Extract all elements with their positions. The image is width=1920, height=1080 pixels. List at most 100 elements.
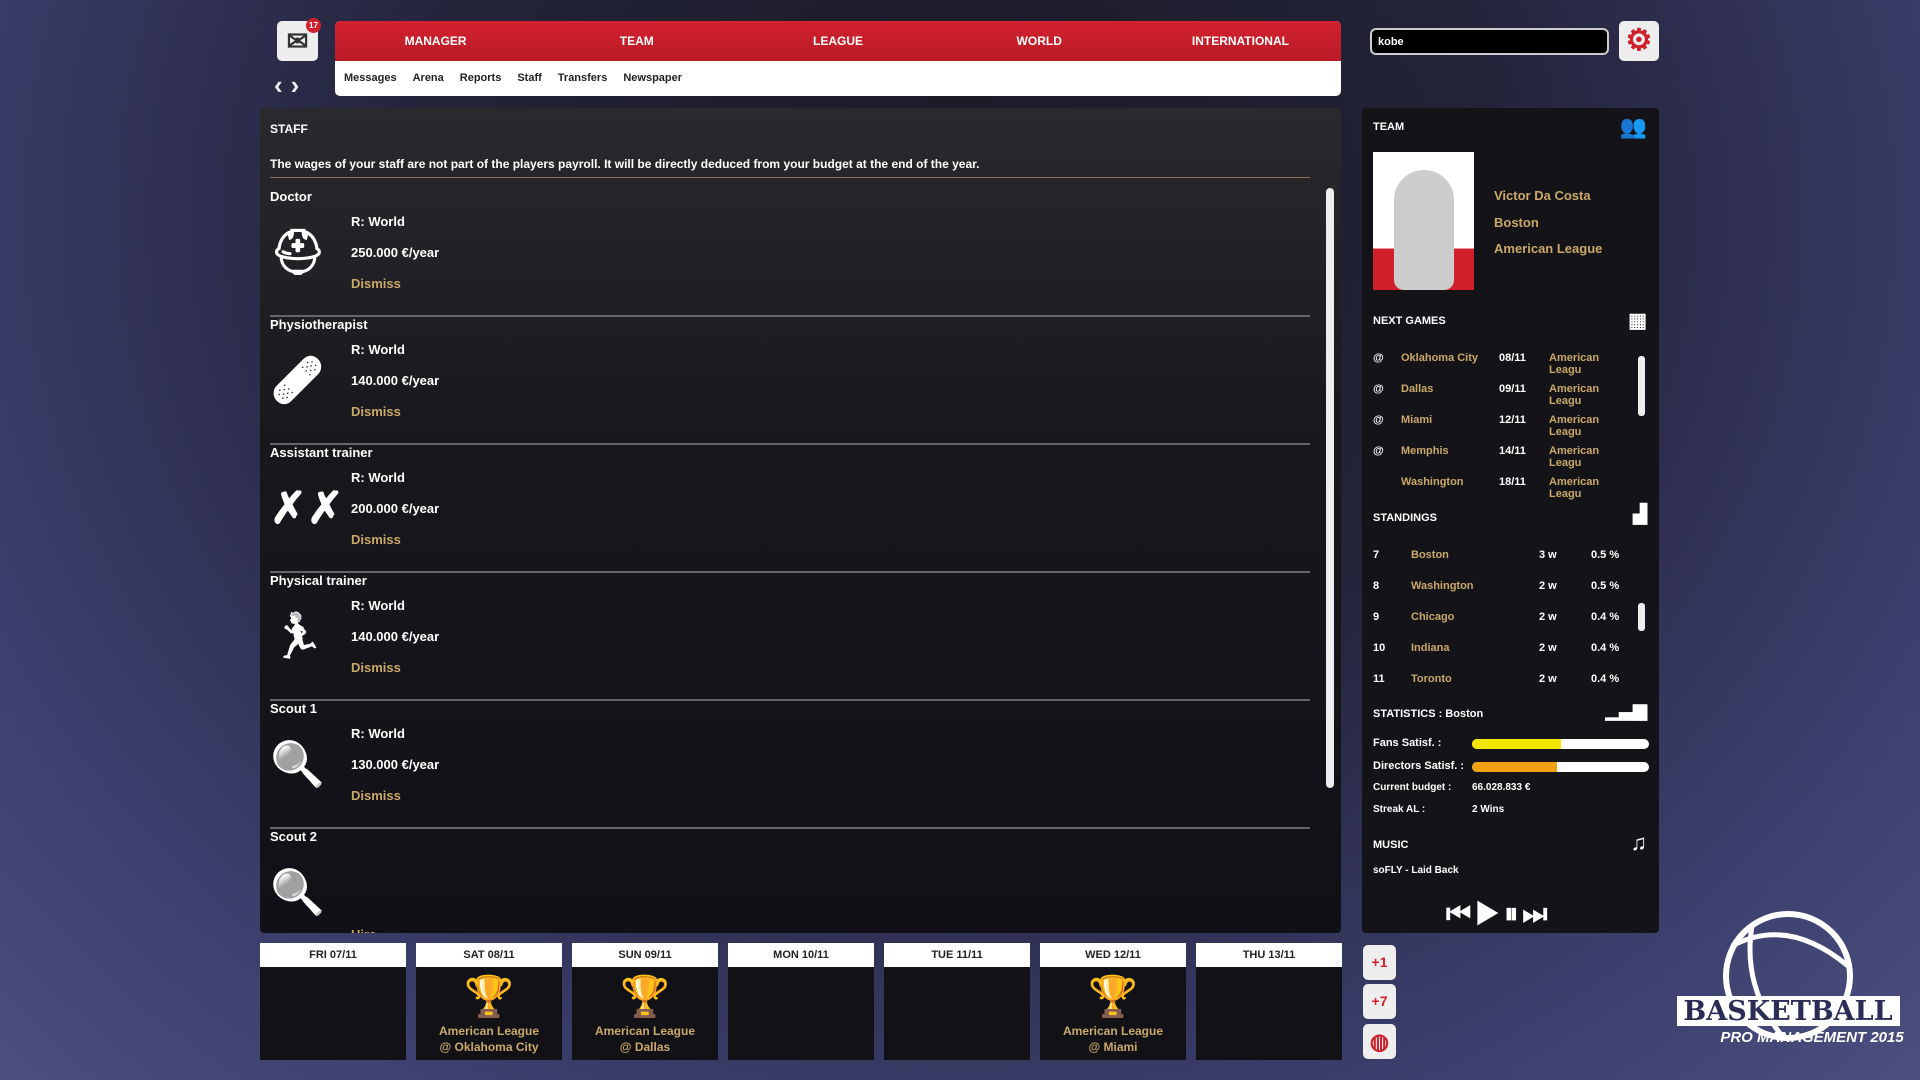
next-icon[interactable]: ⏭ [1522, 898, 1552, 929]
dismiss-button[interactable]: Dismiss [351, 532, 401, 547]
mail-button[interactable]: ✉ 17 [277, 18, 321, 61]
calendar-day[interactable]: FRI 07/11 [260, 943, 406, 1060]
next-game-row[interactable]: @ Oklahoma City 08/11 American Leagu [1373, 352, 1633, 376]
rank: 9 [1373, 611, 1380, 623]
runner-icon: 🏃 [270, 612, 325, 661]
fans-satisfaction-bar [1472, 739, 1649, 749]
music-note-icon: ♫ [1630, 830, 1648, 855]
game-date: 18/11 [1499, 476, 1526, 488]
calendar-date: SAT 08/11 [416, 943, 562, 967]
subnav-transfers[interactable]: Transfers [557, 72, 608, 84]
subnav-arena[interactable]: Arena [412, 72, 444, 84]
advance-1-day-button[interactable]: +1 [1363, 945, 1396, 980]
standings-row[interactable]: 7 Boston 3 w 0.5 % [1373, 549, 1633, 565]
calendar-day[interactable]: SUN 09/11 🏆 American League @ Dallas [572, 943, 718, 1060]
team-name: Boston [1411, 549, 1449, 561]
standings-scrollbar[interactable] [1638, 603, 1645, 631]
next-game-row[interactable]: Washington 18/11 American Leagu [1373, 476, 1633, 500]
advance-7-days-button[interactable]: +7 [1363, 984, 1396, 1019]
game-date: 09/11 [1499, 383, 1526, 395]
game-league: American Leagu [1549, 445, 1600, 469]
scrollbar[interactable] [1326, 188, 1334, 788]
fans-label: Fans Satisf. : [1373, 737, 1442, 749]
mail-badge: 17 [306, 18, 321, 33]
medical-kit-icon: ⛑ [270, 228, 326, 277]
bar-chart-icon[interactable]: ▁▃▆ [1605, 700, 1647, 720]
standings-row[interactable]: 10 Indiana 2 w 0.4 % [1373, 642, 1633, 658]
subnav-reports[interactable]: Reports [459, 72, 502, 84]
staff-wage: 250.000 €/year [351, 245, 440, 260]
staff-wage: 140.000 €/year [351, 373, 440, 388]
hire-button[interactable]: Hire [351, 927, 376, 933]
subnav-messages[interactable]: Messages [344, 72, 397, 84]
calendar-date: THU 13/11 [1196, 943, 1342, 967]
search-input[interactable] [1370, 28, 1609, 55]
rank: 11 [1373, 673, 1385, 685]
dismiss-button[interactable]: Dismiss [351, 660, 401, 675]
pause-icon[interactable]: ⏸ [1504, 898, 1523, 929]
subnav-staff[interactable]: Staff [517, 72, 542, 84]
standings-row[interactable]: 9 Chicago 2 w 0.4 % [1373, 611, 1633, 627]
staff-role: Physiotherapist [270, 317, 368, 332]
staff-region: R: World [351, 342, 405, 357]
staff-entry: Physiotherapist 🩹 R: World 140.000 €/yea… [270, 317, 1310, 445]
play-icon[interactable]: ▶ [1475, 898, 1505, 929]
staff-role: Physical trainer [270, 573, 367, 588]
trophy-icon: 🏆 [464, 975, 514, 1019]
magnifier-icon: 🔍 [270, 868, 325, 917]
staff-region: R: World [351, 726, 405, 741]
dismiss-button[interactable]: Dismiss [351, 276, 401, 291]
nav-international[interactable]: INTERNATIONAL [1191, 34, 1289, 48]
subnav-newspaper[interactable]: Newspaper [623, 72, 683, 84]
settings-button[interactable]: ⚙ [1619, 21, 1659, 61]
staff-role: Scout 1 [270, 701, 317, 716]
svg-text:BASKETBALL: BASKETBALL [1683, 996, 1892, 1027]
standings-title: STANDINGS [1373, 512, 1437, 524]
staff-wage: 130.000 €/year [351, 757, 440, 772]
next-game-row[interactable]: @ Dallas 09/11 American Leagu [1373, 383, 1633, 407]
gear-icon: ⚙ [1625, 24, 1653, 57]
manager-name: Victor Da Costa [1494, 188, 1591, 203]
podium-icon[interactable]: ▟ [1633, 504, 1647, 524]
music-title: MUSIC [1373, 839, 1409, 851]
calendar-day[interactable]: MON 10/11 [728, 943, 874, 1060]
next-game-row[interactable]: @ Memphis 14/11 American Leagu [1373, 445, 1633, 469]
play-match-button[interactable]: ◍ [1363, 1024, 1396, 1059]
back-arrow-icon[interactable]: ‹ [274, 70, 291, 100]
standings-row[interactable]: 8 Washington 2 w 0.5 % [1373, 580, 1633, 596]
team-name: Indiana [1411, 642, 1450, 654]
previous-icon[interactable]: ⏮ [1446, 898, 1476, 929]
next-game-row[interactable]: @ Miami 12/11 American Leagu [1373, 414, 1633, 438]
dismiss-button[interactable]: Dismiss [351, 788, 401, 803]
calendar-icon[interactable]: ▦ [1628, 310, 1647, 332]
nav-team[interactable]: TEAM [619, 34, 654, 48]
calendar-date: MON 10/11 [728, 943, 874, 967]
magnifier-icon: 🔍 [270, 740, 325, 789]
nav-manager[interactable]: MANAGER [404, 34, 467, 48]
team-name: Toronto [1411, 673, 1452, 685]
tactics-icon: ✗✗ [270, 484, 344, 533]
calendar-day[interactable]: THU 13/11 [1196, 943, 1342, 1060]
side-panel: TEAM 👥 Victor Da Costa Boston American L… [1362, 108, 1659, 933]
standings-row[interactable]: 11 Toronto 2 w 0.4 % [1373, 673, 1633, 689]
dismiss-button[interactable]: Dismiss [351, 404, 401, 419]
nav-world[interactable]: WORLD [1016, 34, 1062, 48]
envelope-icon: ✉ [286, 25, 309, 56]
staff-notice: The wages of your staff are not part of … [270, 157, 980, 171]
wins: 2 w [1539, 611, 1557, 623]
forward-arrow-icon[interactable]: › [290, 70, 308, 100]
calendar-day[interactable]: WED 12/11 🏆 American League @ Miami [1040, 943, 1186, 1060]
main-nav: MANAGER TEAM LEAGUE WORLD INTERNATIONAL … [335, 21, 1341, 96]
nav-league[interactable]: LEAGUE [813, 34, 864, 48]
game-league: American Leagu [1549, 352, 1600, 376]
calendar-day[interactable]: SAT 08/11 🏆 American League @ Oklahoma Cit… [416, 943, 562, 1060]
match-opponent: @ Dallas [619, 1040, 671, 1054]
win-pct: 0.5 % [1591, 580, 1620, 592]
games-scrollbar[interactable] [1638, 356, 1645, 416]
team-title: TEAM [1373, 121, 1405, 133]
team-icon[interactable]: 👥 [1619, 114, 1647, 139]
match-league: American League [594, 1024, 696, 1038]
calendar-day[interactable]: TUE 11/11 [884, 943, 1030, 1060]
wins: 3 w [1539, 549, 1557, 561]
opponent: Washington [1401, 476, 1464, 488]
